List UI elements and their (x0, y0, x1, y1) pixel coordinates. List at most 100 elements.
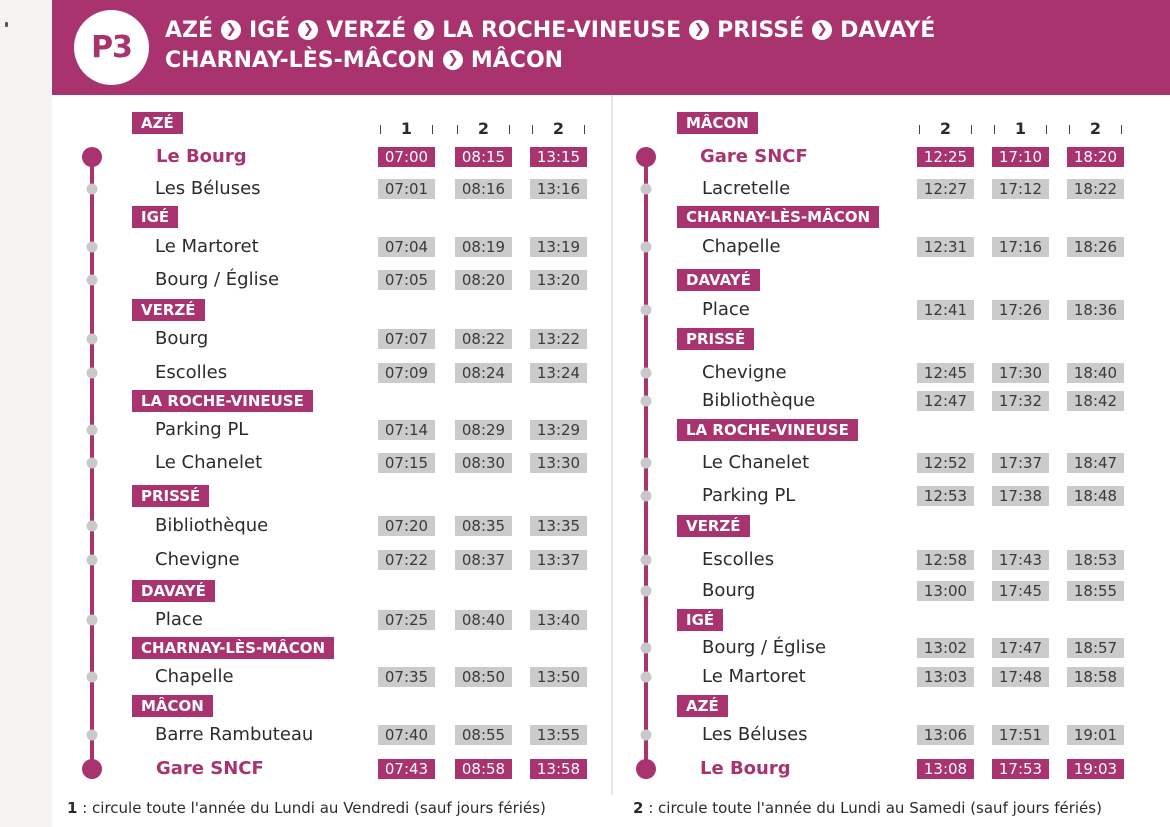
town-label: LA ROCHE-VINEUSE (132, 390, 313, 412)
town-label: VERZÉ (132, 299, 205, 321)
departure-time: 08:24 (455, 363, 512, 383)
stop-name: Escolles (155, 362, 228, 383)
stop-marker (86, 457, 98, 469)
departure-time: 13:30 (530, 453, 587, 473)
departure-time: 18:42 (1067, 391, 1124, 411)
departure-time: 07:40 (378, 725, 435, 745)
stop-name: Bourg / Église (155, 269, 280, 290)
departure-time: 08:58 (455, 759, 512, 779)
departure-time: 08:22 (455, 329, 512, 349)
town-label: IGÉ (132, 206, 179, 228)
stop-name: Escolles (702, 549, 775, 570)
departure-time: 17:47 (992, 638, 1049, 658)
departure-time: 07:07 (378, 329, 435, 349)
stop-name: Chapelle (155, 666, 234, 687)
departure-time: 13:24 (530, 363, 587, 383)
footnote-1: 1 : circule toute l'année du Lundi au Ve… (67, 798, 546, 818)
departure-time: 13:37 (530, 550, 587, 570)
departure-time: 08:19 (455, 237, 512, 257)
departure-time: 17:51 (992, 725, 1049, 745)
stop-marker (640, 304, 652, 316)
departure-time: 12:41 (917, 300, 974, 320)
stop-marker (86, 520, 98, 532)
stop-name: Le Chanelet (155, 452, 263, 473)
route-title-line-1: AZÉ ❯ IGÉ ❯ VERZÉ ❯ LA ROCHE-VINEUSE ❯ PRISSÉ ❯ DA… (165, 15, 935, 45)
town-label: MÂCON (677, 112, 758, 134)
column-tick (432, 125, 433, 134)
route-title-line-2: CHARNAY-LÈS-MÂCON ❯ MÂCON (165, 45, 563, 75)
town-label: AZÉ (132, 112, 183, 134)
footnote-text: : circule toute l'année du Lundi au Vend… (77, 799, 546, 817)
terminal-stop-marker (636, 147, 656, 167)
chevron-right-icon: ❯ (221, 20, 242, 40)
departure-time: 13:29 (530, 420, 587, 440)
departure-time: 17:30 (992, 363, 1049, 383)
departure-time: 17:45 (992, 581, 1049, 601)
departure-time: 13:58 (530, 759, 587, 779)
departure-time: 08:15 (455, 147, 512, 167)
stop-marker (86, 241, 98, 253)
stop-name: Parking PL (155, 419, 249, 440)
stop-name: Bourg / Église (702, 637, 827, 658)
route-town-name: PRISSÉ (717, 17, 805, 43)
departure-time: 18:40 (1067, 363, 1124, 383)
chevron-right-icon: ❯ (414, 20, 435, 40)
route-town-name: LA ROCHE-VINEUSE (442, 17, 682, 43)
town-label: MÂCON (132, 695, 213, 717)
stop-name: Gare SNCF (156, 758, 264, 779)
departure-time: 07:15 (378, 453, 435, 473)
route-town-name: VERZÉ (326, 17, 407, 43)
departure-time: 18:53 (1067, 550, 1124, 570)
departure-time: 17:16 (992, 237, 1049, 257)
column-tick (919, 125, 920, 134)
departure-time: 08:35 (455, 516, 512, 536)
departure-time: 13:40 (530, 610, 587, 630)
departure-time: 17:53 (992, 759, 1049, 779)
column-tick (1121, 125, 1122, 134)
column-tick (457, 125, 458, 134)
departure-time: 18:58 (1067, 667, 1124, 687)
stop-marker (640, 241, 652, 253)
column-tick (994, 125, 995, 134)
departure-time: 17:43 (992, 550, 1049, 570)
stop-name: Chevigne (702, 362, 787, 383)
route-town-name: CHARNAY-LÈS-MÂCON (165, 47, 435, 73)
departure-time: 07:14 (378, 420, 435, 440)
stop-name: Le Martoret (155, 236, 259, 257)
departure-time: 07:43 (378, 759, 435, 779)
column-tick (584, 125, 585, 134)
departure-time: 07:22 (378, 550, 435, 570)
column-header: 1 (400, 119, 413, 138)
departure-time: 13:00 (917, 581, 974, 601)
departure-time: 13:19 (530, 237, 587, 257)
departure-time: 18:22 (1067, 179, 1124, 199)
departure-time: 08:20 (455, 270, 512, 290)
departure-time: 12:25 (917, 147, 974, 167)
footnote-key: 1 (67, 799, 78, 817)
departure-time: 08:37 (455, 550, 512, 570)
column-tick (509, 125, 510, 134)
stop-name: Place (155, 609, 203, 630)
page-fold (611, 95, 613, 795)
town-label: DAVAYÉ (132, 580, 215, 602)
stop-marker (640, 642, 652, 654)
column-header: 2 (939, 119, 952, 138)
stop-name: Chapelle (702, 236, 781, 257)
departure-time: 18:26 (1067, 237, 1124, 257)
stop-name: Le Martoret (702, 666, 806, 687)
route-badge: P3 (74, 10, 149, 85)
departure-time: 18:47 (1067, 453, 1124, 473)
departure-time: 07:04 (378, 237, 435, 257)
departure-time: 13:55 (530, 725, 587, 745)
stop-name: Bourg (155, 328, 209, 349)
town-label: VERZÉ (677, 515, 750, 537)
footnote-text: : circule toute l'année du Lundi au Same… (643, 799, 1102, 817)
stop-name: Bibliothèque (702, 390, 816, 411)
stop-marker (86, 671, 98, 683)
stop-name: Le Chanelet (702, 452, 810, 473)
departure-time: 08:40 (455, 610, 512, 630)
column-tick (971, 125, 972, 134)
departure-time: 08:29 (455, 420, 512, 440)
stop-marker (640, 729, 652, 741)
departure-time: 13:15 (530, 147, 587, 167)
